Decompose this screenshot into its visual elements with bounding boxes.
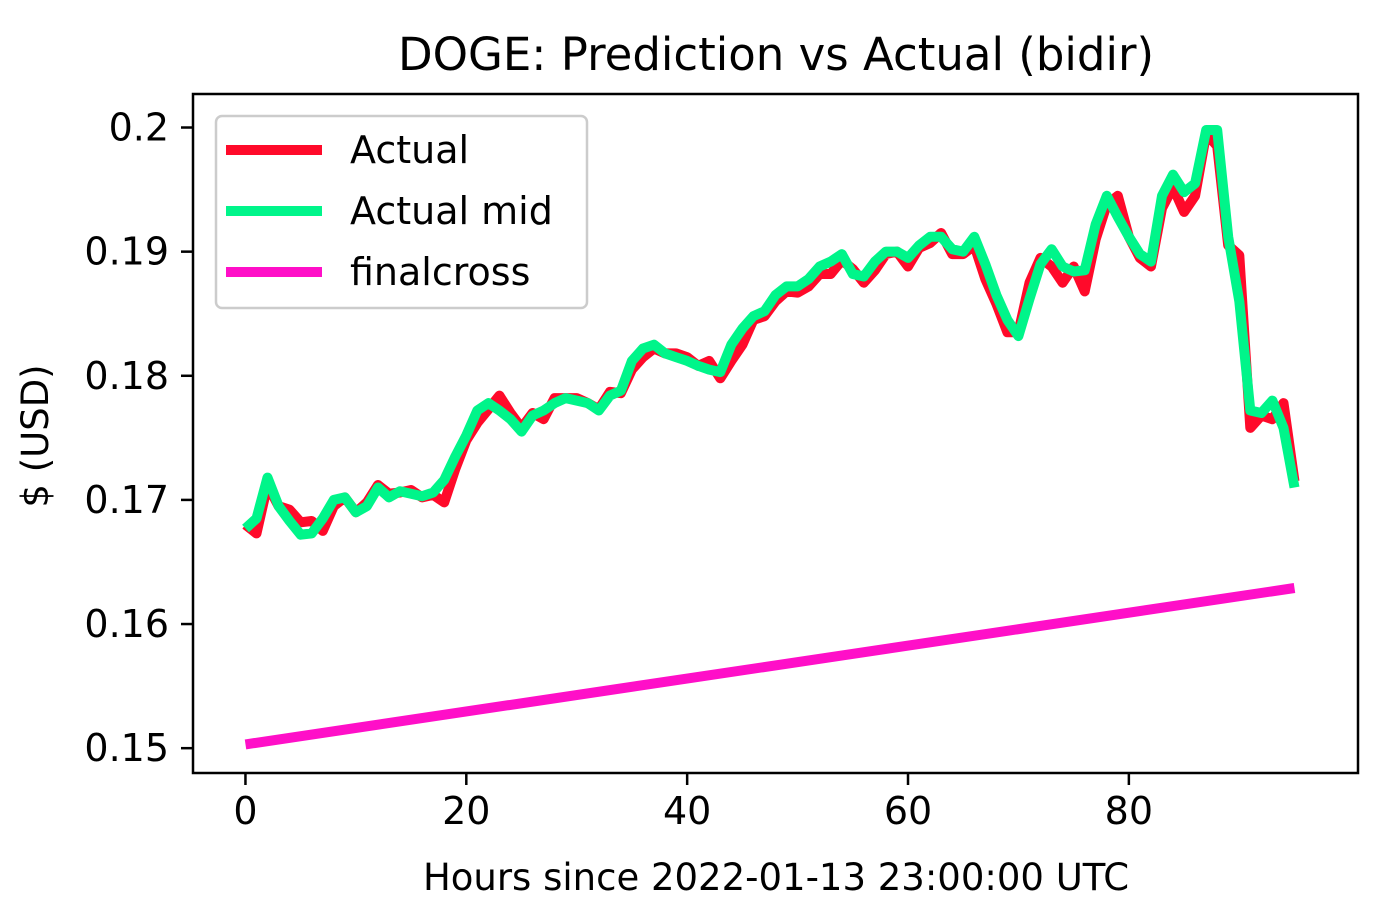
series-line-finalcross bbox=[244, 583, 1296, 750]
series-layer bbox=[242, 125, 1300, 750]
x-axis-label: Hours since 2022-01-13 23:00:00 UTC bbox=[423, 856, 1129, 899]
x-tick-label: 20 bbox=[442, 789, 490, 833]
x-tick-label: 0 bbox=[233, 789, 257, 833]
legend-label: Actual mid bbox=[350, 189, 553, 233]
legend: Actual Actual mid finalcross bbox=[214, 114, 589, 310]
x-tick-label: 60 bbox=[884, 789, 932, 833]
y-tick-label: 0.15 bbox=[84, 726, 169, 770]
legend-box bbox=[214, 114, 589, 310]
y-tick-label: 0.17 bbox=[84, 478, 169, 522]
y-tick-label: 0.18 bbox=[84, 354, 169, 398]
x-tick-label: 80 bbox=[1105, 789, 1153, 833]
chart-title: DOGE: Prediction vs Actual (bidir) bbox=[398, 28, 1154, 81]
y-tick-label: 0.19 bbox=[84, 230, 169, 274]
y-axis-ticks: 0.15 0.16 0.17 0.18 0.19 0.2 bbox=[84, 106, 193, 770]
y-axis-label: $ (USD) bbox=[14, 364, 57, 507]
legend-label: Actual bbox=[350, 128, 469, 172]
series-line-actual-mid bbox=[242, 125, 1300, 540]
x-axis-ticks: 0 20 40 60 80 bbox=[233, 773, 1153, 833]
axes-frame bbox=[191, 92, 1360, 775]
x-tick-label: 40 bbox=[663, 789, 711, 833]
y-tick-label: 0.2 bbox=[109, 106, 169, 150]
y-tick-label: 0.16 bbox=[84, 602, 169, 646]
plot-area bbox=[191, 92, 1360, 775]
legend-label: finalcross bbox=[350, 250, 530, 294]
